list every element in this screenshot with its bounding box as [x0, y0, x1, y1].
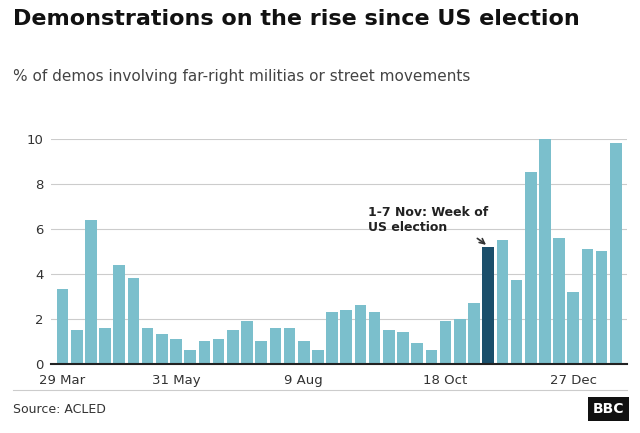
Bar — [85, 220, 97, 364]
Bar — [312, 350, 324, 364]
Bar — [255, 341, 267, 364]
Bar — [113, 265, 125, 364]
Bar — [241, 321, 253, 364]
Bar — [440, 321, 451, 364]
Bar — [412, 343, 423, 364]
Bar — [142, 328, 154, 364]
Text: % of demos involving far-right militias or street movements: % of demos involving far-right militias … — [13, 69, 470, 84]
Bar — [383, 330, 395, 364]
Bar — [227, 330, 239, 364]
Bar — [539, 139, 551, 364]
Bar — [326, 312, 338, 364]
Text: BBC: BBC — [593, 402, 624, 416]
Text: 1-7 Nov: Week of
US election: 1-7 Nov: Week of US election — [367, 206, 488, 244]
Bar — [212, 339, 225, 364]
Bar — [57, 289, 68, 364]
Bar — [269, 328, 281, 364]
Bar — [156, 334, 168, 364]
Bar — [170, 339, 182, 364]
Text: Source: ACLED: Source: ACLED — [13, 403, 106, 416]
Bar — [198, 341, 210, 364]
Bar — [610, 143, 621, 364]
Bar — [511, 281, 522, 364]
Bar — [355, 305, 366, 364]
Bar — [298, 341, 310, 364]
Bar — [426, 350, 437, 364]
Bar — [184, 350, 196, 364]
Bar — [454, 319, 466, 364]
Bar — [468, 303, 480, 364]
Bar — [525, 172, 536, 364]
Bar — [99, 328, 111, 364]
Bar — [483, 247, 494, 364]
Bar — [554, 238, 565, 364]
Bar — [397, 332, 409, 364]
Bar — [582, 249, 593, 364]
Bar — [497, 240, 508, 364]
Bar — [340, 310, 352, 364]
Bar — [568, 292, 579, 364]
Bar — [369, 312, 381, 364]
Text: Demonstrations on the rise since US election: Demonstrations on the rise since US elec… — [13, 9, 580, 29]
Bar — [127, 278, 140, 364]
Bar — [71, 330, 83, 364]
Bar — [596, 251, 607, 364]
Bar — [284, 328, 296, 364]
